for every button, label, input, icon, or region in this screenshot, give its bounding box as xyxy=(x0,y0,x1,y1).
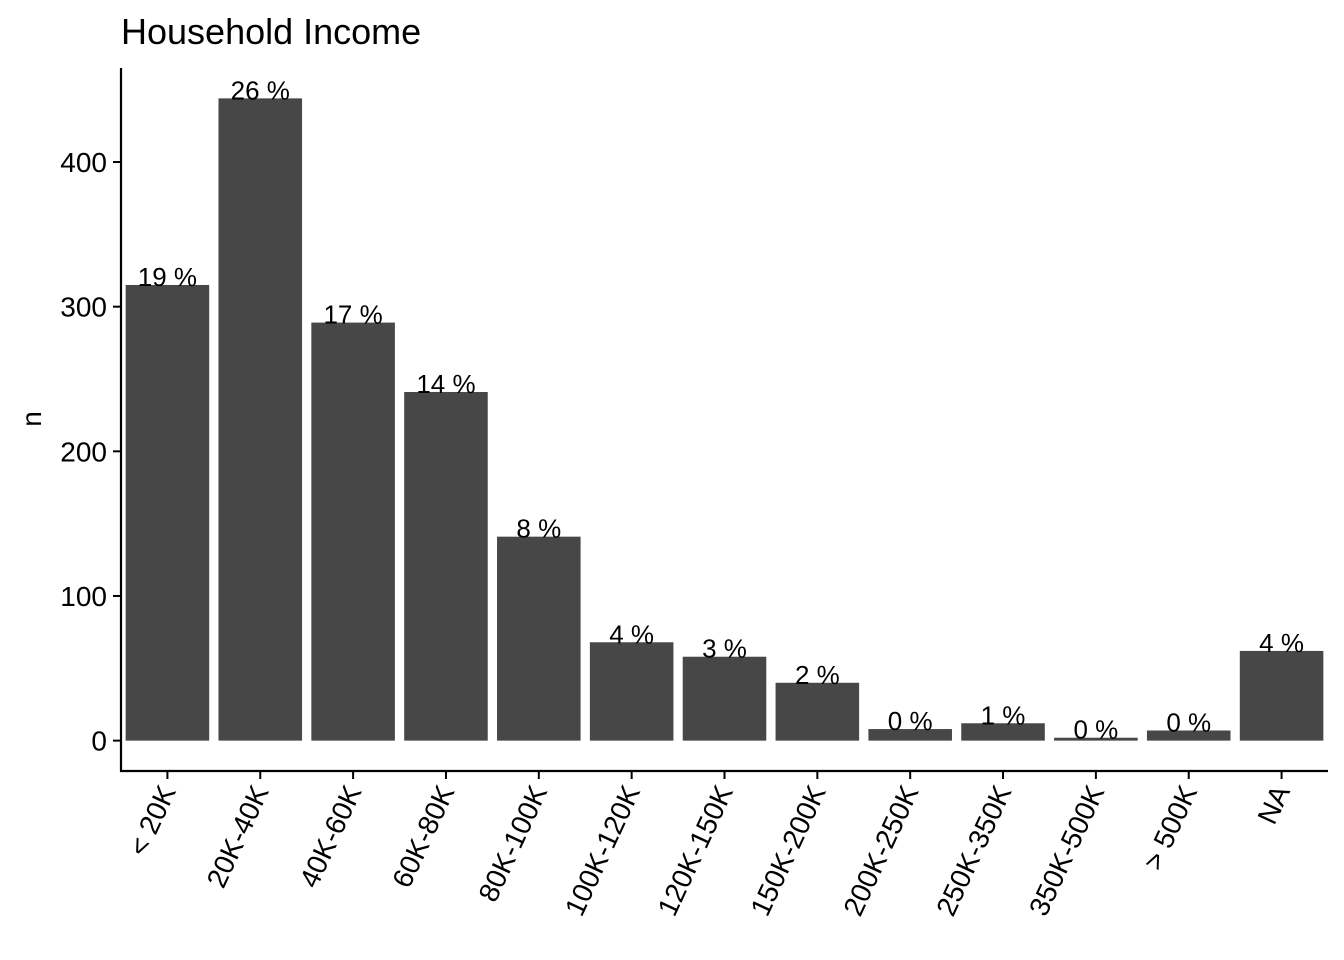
bar-value-label: 3 % xyxy=(702,634,747,664)
bar xyxy=(1054,737,1138,741)
x-tick-label: 20K-40K xyxy=(201,780,275,892)
bar-value-label: 0 % xyxy=(888,706,933,736)
bar xyxy=(961,723,1045,741)
y-tick-label: 0 xyxy=(91,726,107,757)
bar xyxy=(682,656,767,741)
bar xyxy=(125,284,210,741)
bar xyxy=(868,729,952,741)
x-tick-label: 60K-80K xyxy=(386,780,460,892)
bar xyxy=(497,536,581,741)
bar-value-label: 4 % xyxy=(1259,628,1304,658)
x-tick-label: 150K-200K xyxy=(744,780,831,920)
y-tick-label: 300 xyxy=(60,292,107,323)
x-tick-label: 80K-100K xyxy=(473,780,554,906)
bar xyxy=(1146,730,1231,741)
x-tick-label: 350K-500K xyxy=(1023,780,1110,920)
bar xyxy=(589,642,674,741)
x-tick-label: 100K-120K xyxy=(559,780,646,920)
chart-title: Household Income xyxy=(121,11,421,52)
y-axis-ticks: 0 100 200 300 400 xyxy=(60,147,121,757)
bar xyxy=(404,392,488,741)
bar xyxy=(218,98,303,741)
bar-value-label: 0 % xyxy=(1166,707,1211,737)
bar-value-label: 14 % xyxy=(416,369,475,399)
data-labels-group: 19 % 26 % 17 % 14 % 8 % 4 % 3 % 2 % 0 % 1 % 0 % 0 %… xyxy=(138,75,1304,744)
x-tick-label: 40K-60K xyxy=(293,780,367,892)
bar xyxy=(775,682,860,741)
bar-value-label: 17 % xyxy=(323,300,382,330)
x-tick-label: 200K-250K xyxy=(837,780,924,920)
bar-value-label: 26 % xyxy=(231,75,290,105)
bar-value-label: 0 % xyxy=(1073,715,1118,745)
bar xyxy=(1239,650,1324,741)
y-tick-label: 200 xyxy=(60,436,107,467)
bar-value-label: 1 % xyxy=(981,700,1026,730)
y-axis-label: n xyxy=(16,411,47,427)
x-axis-ticks: < 20K 20K-40K 40K-60K 60K-80K 80K-100K 100K-1… xyxy=(123,771,1296,921)
bar xyxy=(311,322,395,741)
x-tick-label: NA xyxy=(1251,780,1296,829)
x-tick-label: > 500K xyxy=(1137,780,1203,875)
bar-value-label: 2 % xyxy=(795,660,840,690)
y-tick-label: 400 xyxy=(60,147,107,178)
x-tick-label: 250K-350K xyxy=(930,780,1017,920)
bar-value-label: 19 % xyxy=(138,262,197,292)
bar-value-label: 4 % xyxy=(609,619,654,649)
bar-value-label: 8 % xyxy=(516,514,561,544)
y-tick-label: 100 xyxy=(60,581,107,612)
x-tick-label: < 20K xyxy=(123,780,182,860)
bars-group xyxy=(125,98,1324,741)
x-tick-label: 120K-150K xyxy=(652,780,739,920)
